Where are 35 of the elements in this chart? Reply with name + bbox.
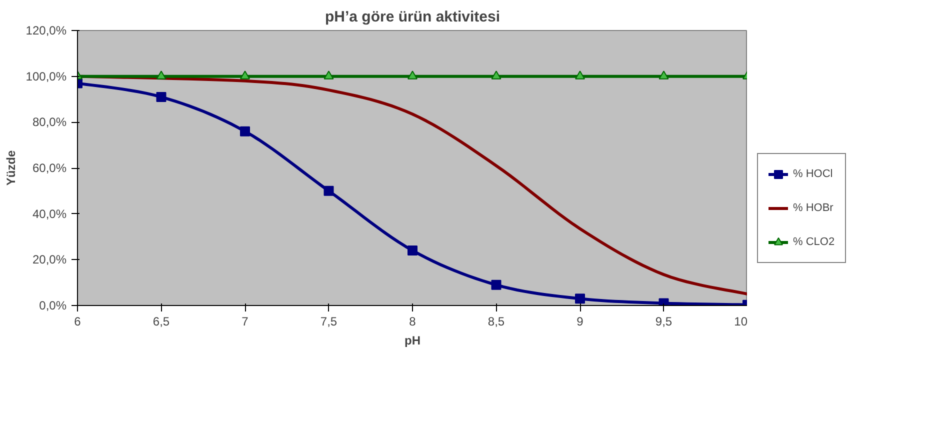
x-tick-label: 9,5 bbox=[655, 314, 672, 328]
y-axis-title: Yüzde bbox=[4, 150, 18, 186]
x-tick-label: 6,5 bbox=[152, 314, 170, 328]
point bbox=[658, 70, 669, 80]
point bbox=[324, 186, 334, 196]
x-tick-label: 9 bbox=[576, 314, 584, 328]
x-tick-label: 6 bbox=[74, 314, 82, 328]
x-tick-label: 7 bbox=[242, 314, 249, 328]
point bbox=[491, 280, 502, 290]
point bbox=[324, 70, 334, 80]
y-tick-label: 40,0% bbox=[32, 206, 67, 221]
point bbox=[156, 92, 166, 102]
y-tick-label: 100,0% bbox=[26, 69, 67, 84]
legend-label: % CLO2 bbox=[793, 236, 835, 248]
y-tick-label: 120,0% bbox=[26, 24, 67, 38]
y-tick-label: 20,0% bbox=[32, 252, 67, 267]
point bbox=[491, 70, 502, 80]
legend-label: % HOBr bbox=[793, 202, 834, 214]
x-tick-label: 8,5 bbox=[488, 314, 505, 328]
point bbox=[575, 70, 585, 80]
point bbox=[156, 70, 166, 80]
chart-title: pH’a göre ürün aktivitesi bbox=[324, 8, 500, 26]
point bbox=[575, 294, 585, 304]
point bbox=[408, 246, 418, 256]
y-tick-label: 60,0% bbox=[32, 161, 67, 175]
point bbox=[240, 70, 250, 80]
x-axis-title: pH bbox=[404, 334, 420, 348]
x-tick-label: 10 bbox=[734, 314, 748, 328]
point bbox=[240, 126, 250, 136]
point bbox=[408, 70, 418, 80]
y-tick-label: 0,0% bbox=[39, 298, 67, 312]
legend-label: % HOCl bbox=[793, 168, 833, 180]
x-tick-label: 7,5 bbox=[320, 314, 338, 328]
x-tick-label: 8 bbox=[409, 314, 416, 328]
y-tick-label: 80,0% bbox=[32, 115, 67, 130]
